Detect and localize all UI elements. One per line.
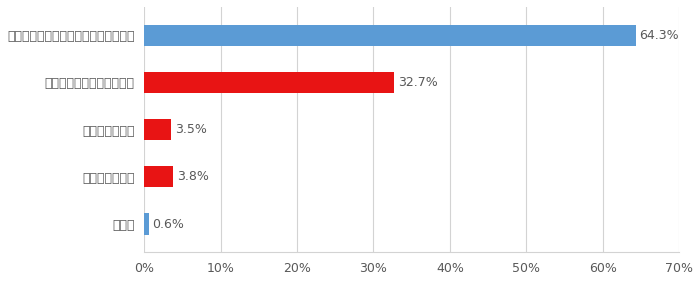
Bar — [144, 72, 394, 93]
Bar — [144, 25, 636, 46]
Text: 64.3%: 64.3% — [639, 29, 679, 42]
Text: 0.6%: 0.6% — [153, 217, 184, 230]
Bar — [144, 213, 149, 235]
Text: 32.7%: 32.7% — [398, 76, 438, 89]
Bar — [144, 166, 173, 188]
Text: 3.8%: 3.8% — [177, 170, 209, 183]
Text: 3.5%: 3.5% — [175, 123, 206, 136]
Bar — [144, 119, 171, 140]
